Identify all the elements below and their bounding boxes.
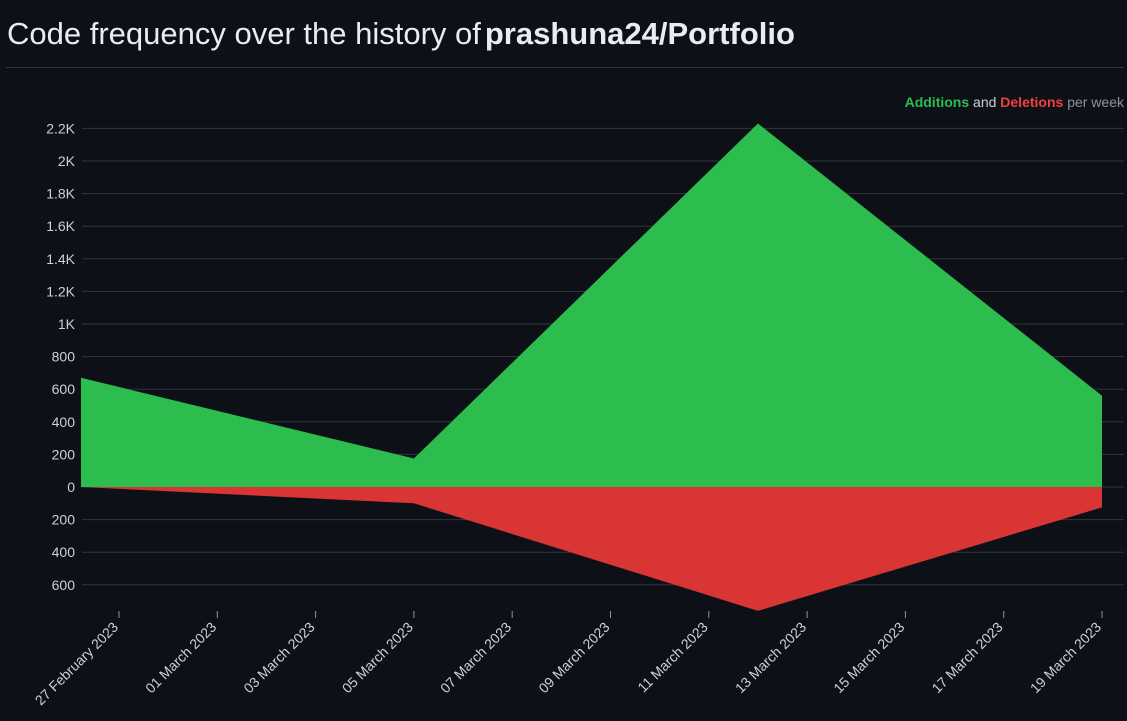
deletions-area[interactable] <box>81 487 1102 611</box>
chart-legend: Additions and Deletions per week <box>905 94 1124 110</box>
x-tick-label: 03 March 2023 <box>240 619 318 697</box>
x-tick-label: 09 March 2023 <box>535 619 613 697</box>
y-tick-label: 1.4K <box>46 251 75 267</box>
x-tick-label: 11 March 2023 <box>634 619 711 696</box>
x-tick-label: 07 March 2023 <box>437 619 515 697</box>
y-tick-label: 1.8K <box>46 186 75 202</box>
additions-area[interactable] <box>81 123 1102 487</box>
y-tick-label: 1.2K <box>46 283 75 299</box>
y-tick-label: 800 <box>52 349 76 365</box>
legend-deletions: Deletions <box>1000 94 1064 110</box>
page-header: Code frequency over the history of prashu… <box>6 0 1124 68</box>
x-tick-label: 13 March 2023 <box>732 619 810 697</box>
y-tick-label: 2.2K <box>46 120 75 136</box>
y-axis: 2.2K 2K 1.8K 1.6K 1.4K 1.2K 1K 800 600 400 200 0 200… <box>46 120 75 592</box>
y-tick-label: 2K <box>58 153 76 169</box>
legend-suffix: per week <box>1067 94 1124 110</box>
x-tick-label: 15 March 2023 <box>830 619 908 697</box>
x-tick-label: 19 March 2023 <box>1027 619 1105 697</box>
y-tick-label: 600 <box>52 381 76 397</box>
additions-point[interactable] <box>755 121 761 127</box>
y-tick-label: 400 <box>52 544 76 560</box>
additions-point[interactable] <box>411 455 417 461</box>
y-tick-label: 200 <box>52 446 76 462</box>
area-layer <box>78 121 1105 614</box>
y-tick-label: 600 <box>52 577 76 593</box>
y-tick-label: 1.6K <box>46 218 75 234</box>
page-title: Code frequency over the history of prashu… <box>7 16 795 52</box>
deletions-point[interactable] <box>1099 504 1105 510</box>
additions-point[interactable] <box>1099 393 1105 399</box>
legend-additions: Additions <box>904 94 970 110</box>
x-tick-label: 05 March 2023 <box>339 619 417 697</box>
x-tick-label: 27 February 2023 <box>32 619 122 709</box>
y-tick-label: 0 <box>67 479 75 495</box>
y-tick-label: 1K <box>58 316 76 332</box>
x-tick-label: 01 March 2023 <box>142 619 220 697</box>
repo-name-link[interactable]: prashuna24/Portfolio <box>484 16 795 51</box>
additions-point[interactable] <box>78 375 84 381</box>
deletions-point[interactable] <box>755 608 761 614</box>
x-tick-label: 17 March 2023 <box>928 619 1006 697</box>
y-tick-label: 400 <box>52 414 76 430</box>
title-prefix: Code frequency over the history of <box>7 16 481 51</box>
x-axis: 27 February 2023 01 March 2023 03 March 20… <box>32 611 1105 709</box>
legend-and: and <box>973 94 997 110</box>
deletions-point[interactable] <box>411 500 417 506</box>
y-tick-label: 200 <box>52 512 76 528</box>
deletions-point[interactable] <box>78 484 84 490</box>
